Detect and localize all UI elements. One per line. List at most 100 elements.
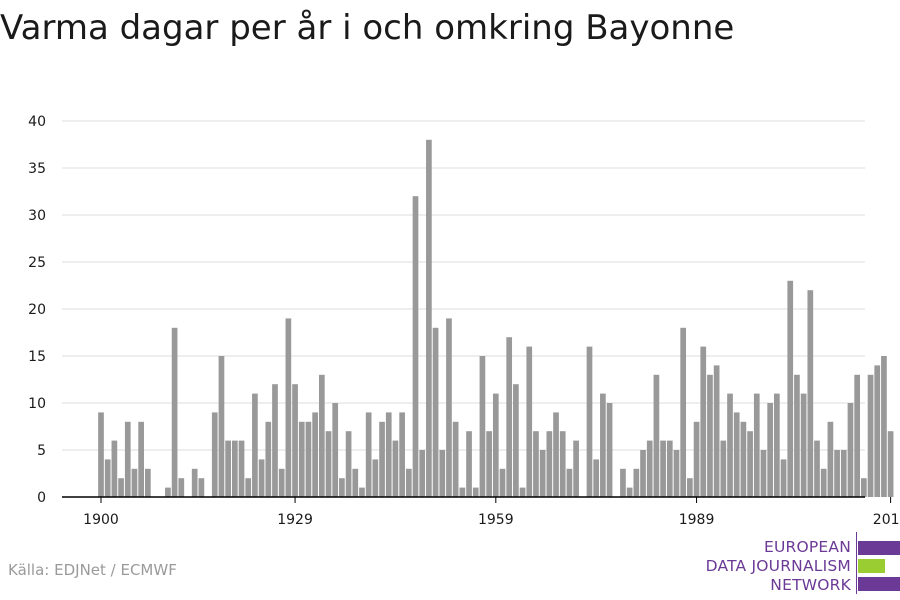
bar [814,440,820,497]
bar [292,384,298,497]
bar [794,374,800,497]
bar [620,468,626,497]
bar [459,487,466,497]
y-tick-label: 15 [28,349,46,365]
bar [553,412,559,497]
bar [365,412,372,497]
bar [352,468,359,497]
bar [680,327,687,497]
bar [252,393,258,497]
bar [573,440,579,497]
bar [432,327,439,497]
bar [640,450,646,497]
bar [178,478,185,497]
bar [586,346,593,497]
bar [559,431,566,497]
bar [439,450,446,497]
bar [171,327,178,497]
bar [118,478,124,497]
bar [165,487,171,497]
bar [539,450,546,497]
bar [887,431,894,497]
x-tick-label: 1900 [83,512,119,528]
y-axis-ticks: 0 5 10 15 20 25 30 35 40 [28,114,46,506]
bar [399,412,405,497]
bar [513,384,519,497]
bar [834,450,840,497]
bar [472,487,479,497]
bar [238,440,245,497]
bar [359,487,365,497]
bar [753,393,760,497]
y-tick-label: 10 [28,396,46,412]
bar [379,421,385,497]
bar [820,468,827,497]
bar [546,431,553,497]
bar [339,478,345,497]
bar [506,337,513,497]
bar [285,318,292,497]
bar [767,403,774,497]
bar [111,440,118,497]
bar [225,440,231,497]
x-tick-label: 2018 [873,512,900,528]
bar [144,468,151,497]
bar [787,280,794,497]
bar [807,290,814,497]
bar [466,431,472,497]
bar [666,440,673,497]
y-tick-label: 0 [37,490,46,506]
bar [707,374,713,497]
bar [211,412,218,497]
bar [332,403,339,497]
bar [345,431,352,497]
bar [492,393,499,497]
y-tick-label: 5 [37,443,46,459]
bar [606,403,613,497]
bar [138,421,144,497]
bar [593,459,600,497]
bar [325,431,332,497]
bar [526,346,533,497]
x-tick-label: 1989 [679,512,715,528]
y-tick-label: 40 [28,114,46,130]
bars [98,139,894,498]
bar [104,459,111,497]
bar [278,468,285,497]
bar [566,468,573,497]
bar [98,412,104,497]
bar [720,440,727,497]
bar [867,374,874,497]
bar [847,403,854,497]
bar [519,487,526,497]
bar [713,365,720,497]
bar [486,431,492,497]
x-axis-ticks: 1900 1929 1959 1989 2018 [83,497,900,528]
bar [272,384,278,497]
x-tick-label: 1929 [277,512,313,528]
bar [874,365,881,497]
bar [452,421,459,497]
bar [727,393,733,497]
bar [392,440,399,497]
bar [231,440,238,497]
bar [131,468,138,497]
y-tick-label: 35 [28,161,46,177]
bar [305,421,312,497]
bar [660,440,666,497]
y-tick-label: 20 [28,302,46,318]
y-tick-label: 30 [28,208,46,224]
gridlines [62,120,865,451]
bar [827,421,834,497]
bar [385,412,392,497]
bar [533,431,539,497]
bar [312,412,318,497]
bar [800,393,807,497]
bar [405,468,412,497]
bar [854,374,861,497]
bar [412,196,419,497]
bar [265,421,272,497]
bar [673,450,680,497]
bar [861,478,867,497]
